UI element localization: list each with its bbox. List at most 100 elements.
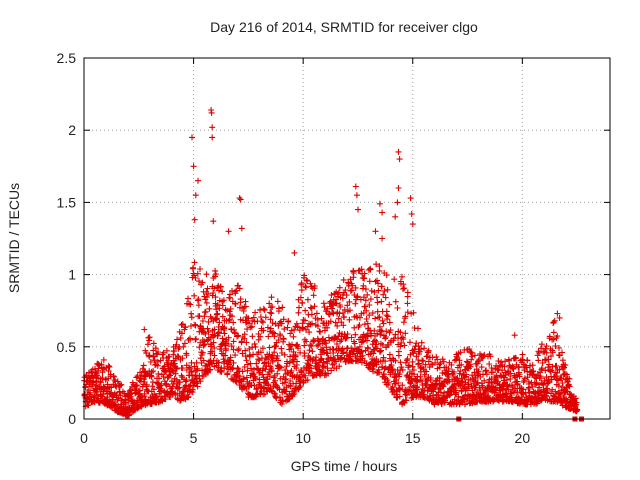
data-point [191,292,198,299]
data-point [205,290,212,297]
data-point [384,313,391,320]
data-point [499,386,506,393]
data-point [184,394,191,401]
data-point [219,313,226,320]
data-point [296,304,302,311]
data-point [523,364,530,371]
data-point [162,367,169,374]
data-point [155,349,162,355]
data-point [230,338,237,345]
data-point [278,320,285,327]
data-point [343,334,349,341]
data-point [146,334,153,341]
data-point [167,372,174,379]
data-point [232,300,239,307]
data-point [342,335,349,342]
data-point [214,301,221,308]
data-point [317,329,324,335]
data-point [386,301,393,308]
data-point [394,199,401,206]
data-point [366,312,373,319]
data-point [219,302,226,309]
data-point [230,346,237,353]
data-point [380,320,387,327]
data-point [424,353,431,360]
data-point [320,300,327,307]
data-point [356,322,363,329]
data-point [247,324,254,331]
data-point [304,278,311,284]
data-point [366,278,373,285]
data-point [395,352,402,359]
data-point [552,343,559,349]
data-point [483,371,490,378]
data-point [394,305,401,311]
data-point [194,383,201,390]
data-point [209,348,216,355]
data-point [409,363,416,370]
data-point [293,380,300,387]
data-point [418,339,425,346]
data-point [295,345,302,352]
data-point [288,367,295,374]
data-point [217,283,224,290]
data-point [222,352,229,359]
data-point [213,306,220,313]
data-point [314,316,321,323]
data-point [357,314,363,321]
data-point [312,357,319,364]
data-point [188,314,195,321]
data-point [249,370,256,377]
data-point [404,309,411,316]
data-point [242,347,249,354]
data-point [224,371,231,378]
y-axis-label: SRMTID / TECUs [6,183,22,293]
data-point [163,369,170,375]
data-point [318,315,325,322]
data-point [248,323,255,330]
data-point [223,345,229,352]
data-point [169,367,176,374]
data-point [147,359,154,365]
data-point [226,316,233,323]
data-point [376,263,383,270]
data-point [389,366,396,373]
data-point [243,339,250,346]
data-point [207,366,214,373]
data-point [388,362,395,369]
data-point [516,363,523,370]
data-point [336,330,343,336]
data-point [188,359,195,366]
data-point [482,368,489,375]
data-point [191,216,198,223]
data-point [234,333,240,340]
data-point [279,304,286,311]
data-point [202,308,209,315]
data-point [364,337,370,344]
data-point [211,344,218,351]
data-point [252,343,259,350]
data-point [271,390,278,397]
data-point [248,382,255,388]
data-point [274,370,281,377]
data-point [371,289,378,296]
data-point [308,311,315,318]
data-point [237,196,244,203]
data-point [114,378,121,385]
data-point [221,330,228,337]
data-point [127,387,134,394]
data-point [346,298,353,305]
data-point [400,281,407,288]
data-point [510,366,517,372]
data-point [133,374,140,381]
data-point [229,313,235,320]
data-point [197,378,204,385]
data-point [271,330,278,337]
data-point [408,211,415,217]
data-point [297,383,304,390]
data-point [106,388,112,394]
data-point [193,335,199,342]
data-point [268,387,274,394]
data-point [308,342,315,349]
